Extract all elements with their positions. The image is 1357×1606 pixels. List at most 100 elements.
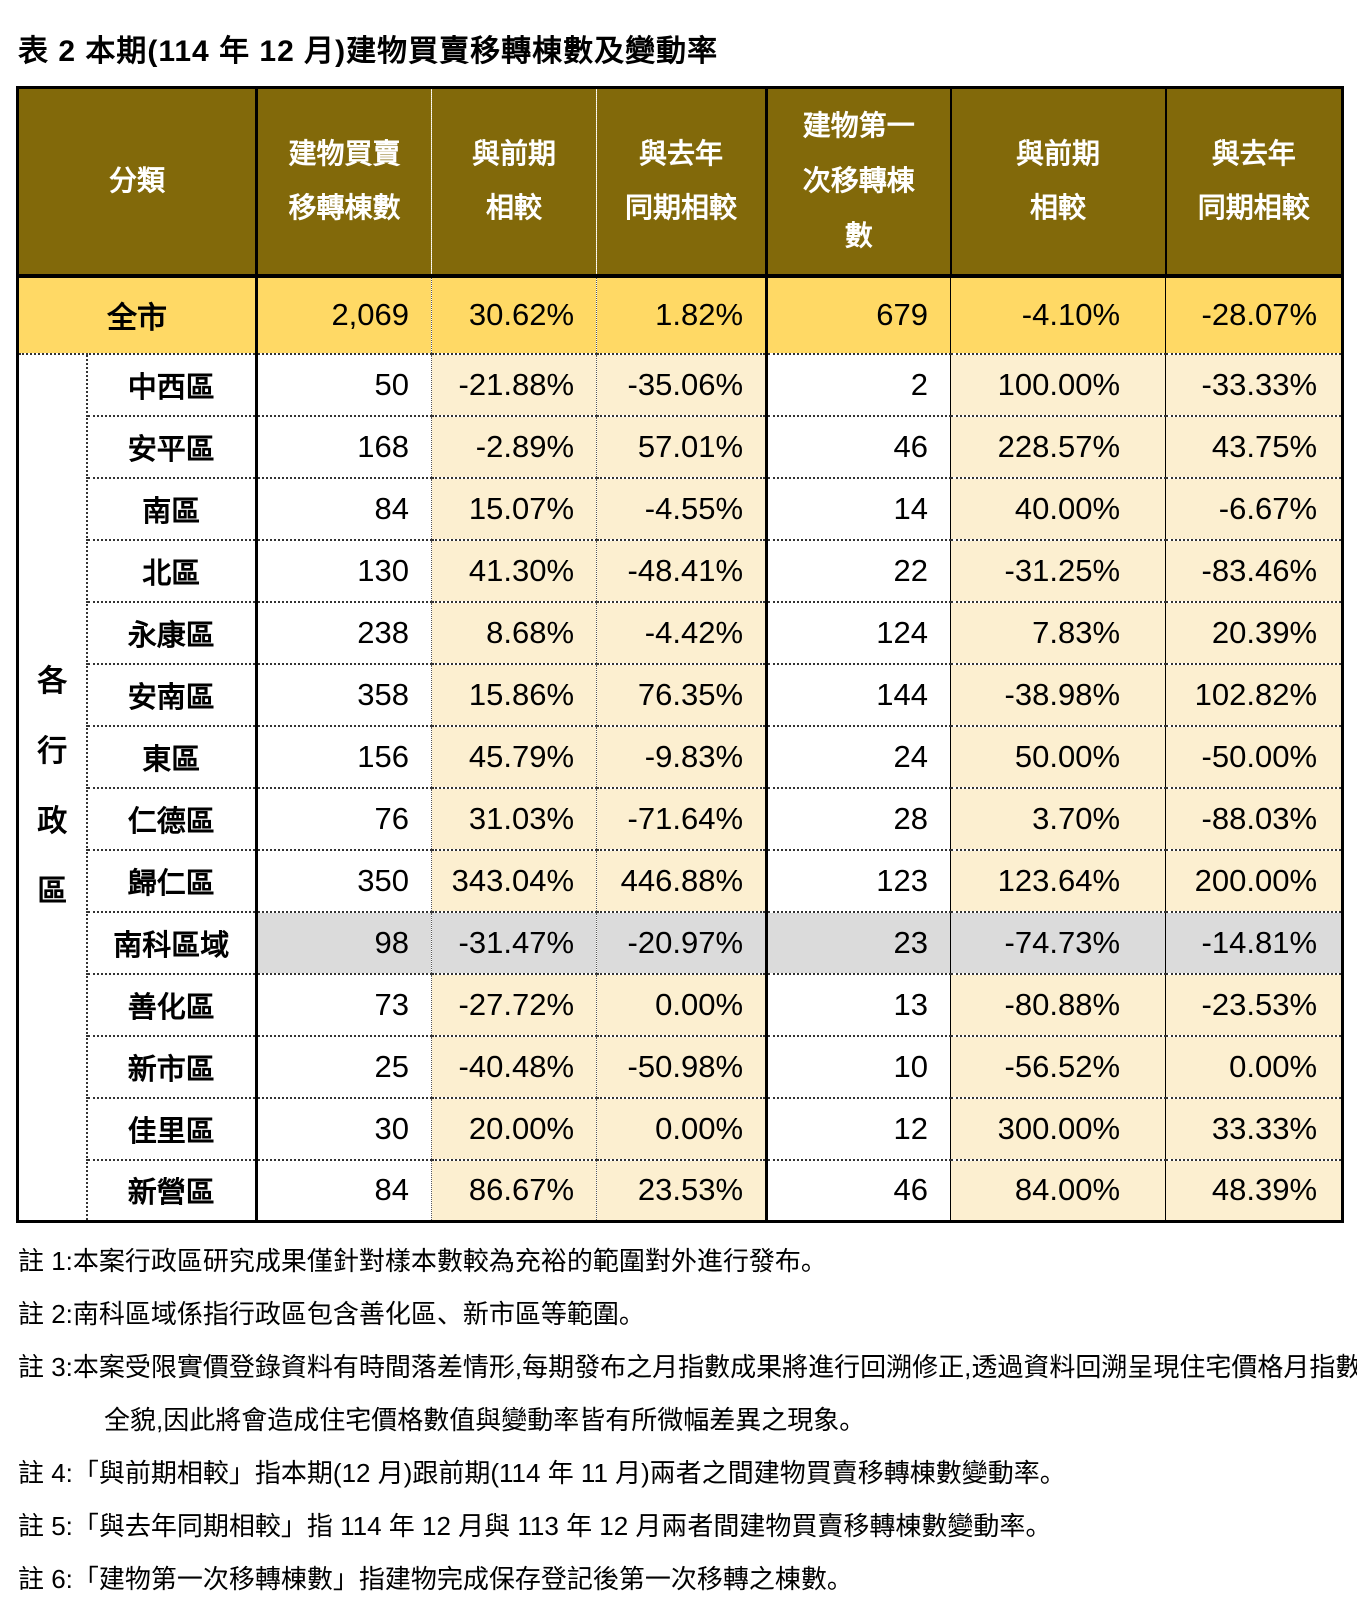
value-cell: 98 xyxy=(256,911,433,975)
district-name-cell: 新營區 xyxy=(86,1159,259,1222)
district-row: 仁德區 76 31.03% -71.64% 28 3.70% -88.03% xyxy=(18,787,1343,851)
footnote: 註 6:「建物第一次移轉棟數」指建物完成保存登記後第一次移轉之棟數。 xyxy=(18,1564,853,1594)
district-group-label: 各行政區 xyxy=(17,353,88,1223)
value-cell: 102.82% xyxy=(1165,663,1343,727)
value-cell: -83.46% xyxy=(1165,539,1343,603)
value-cell: -20.97% xyxy=(596,911,769,975)
value-cell: -88.03% xyxy=(1165,787,1343,851)
footnote: 註 1:本案行政區研究成果僅針對樣本數較為充裕的範圍對外進行發布。 xyxy=(18,1246,827,1276)
value-cell: -27.72% xyxy=(431,973,598,1037)
header-vs-previous: 與前期 相較 xyxy=(431,87,598,278)
value-cell: -31.47% xyxy=(431,911,598,975)
value-cell: 14 xyxy=(766,477,952,541)
value-cell: 41.30% xyxy=(431,539,598,603)
value-cell: 300.00% xyxy=(950,1097,1167,1161)
value-cell: 24 xyxy=(766,725,952,789)
district-name-cell: 歸仁區 xyxy=(86,849,259,913)
value-cell: 2 xyxy=(766,353,952,417)
district-row: 永康區 238 8.68% -4.42% 124 7.83% 20.39% xyxy=(18,601,1343,665)
group-label-char: 行 xyxy=(37,735,68,769)
city-value-cell: -4.10% xyxy=(950,275,1167,355)
district-row: 佳里區 30 20.00% 0.00% 12 300.00% 33.33% xyxy=(18,1097,1343,1161)
value-cell: 130 xyxy=(256,539,433,603)
value-cell: 123.64% xyxy=(950,849,1167,913)
header-first-transfer-count: 建物第一 次移轉棟 數 xyxy=(766,87,952,278)
header-category: 分類 xyxy=(17,87,259,278)
district-row: 東區 156 45.79% -9.83% 24 50.00% -50.00% xyxy=(18,725,1343,789)
value-cell: -50.00% xyxy=(1165,725,1343,789)
district-row: 新營區 84 86.67% 23.53% 46 84.00% 48.39% xyxy=(18,1159,1343,1222)
value-cell: 48.39% xyxy=(1165,1159,1343,1222)
value-cell: -6.67% xyxy=(1165,477,1343,541)
value-cell: -4.55% xyxy=(596,477,769,541)
city-value-cell: 1.82% xyxy=(596,275,769,355)
district-name-cell: 中西區 xyxy=(86,353,259,417)
value-cell: 144 xyxy=(766,663,952,727)
value-cell: 10 xyxy=(766,1035,952,1099)
value-cell: 84.00% xyxy=(950,1159,1167,1222)
value-cell: -31.25% xyxy=(950,539,1167,603)
city-value-cell: 2,069 xyxy=(256,275,433,355)
city-total-label: 全市 xyxy=(17,275,259,355)
value-cell: -38.98% xyxy=(950,663,1167,727)
header-first-vs-previous: 與前期 相較 xyxy=(950,87,1167,278)
city-value-cell: 30.62% xyxy=(431,275,598,355)
group-label-char: 區 xyxy=(37,875,68,909)
value-cell: 46 xyxy=(766,415,952,479)
group-label-char: 各 xyxy=(37,665,68,699)
value-cell: 15.86% xyxy=(431,663,598,727)
footnote: 註 2:南科區域係指行政區包含善化區、新市區等範圍。 xyxy=(18,1299,645,1329)
district-row: 北區 130 41.30% -48.41% 22 -31.25% -83.46% xyxy=(18,539,1343,603)
footnote: 註 4:「與前期相較」指本期(12 月)跟前期(114 年 11 月)兩者之間建… xyxy=(18,1458,1066,1488)
value-cell: 350 xyxy=(256,849,433,913)
city-value-cell: -28.07% xyxy=(1165,275,1343,355)
header-first-vs-last-year: 與去年 同期相較 xyxy=(1165,87,1343,278)
value-cell: 12 xyxy=(766,1097,952,1161)
city-value-cell: 679 xyxy=(766,275,952,355)
district-row: 歸仁區 350 343.04% 446.88% 123 123.64% 200.00% xyxy=(18,849,1343,913)
value-cell: -4.42% xyxy=(596,601,769,665)
value-cell: 20.39% xyxy=(1165,601,1343,665)
value-cell: -40.48% xyxy=(431,1035,598,1099)
value-cell: 3.70% xyxy=(950,787,1167,851)
value-cell: 76.35% xyxy=(596,663,769,727)
district-name-cell: 新市區 xyxy=(86,1035,259,1099)
value-cell: -23.53% xyxy=(1165,973,1343,1037)
header-row: 分類 建物買賣 移轉棟數 與前期 相較 與去年 同期相較 建物第一 次移轉棟 數… xyxy=(17,87,1343,278)
table-body: 全市 2,069 30.62% 1.82% 679 -4.10% -28.07% 各行政區中西… xyxy=(17,275,1343,1223)
district-name-cell: 東區 xyxy=(86,725,259,789)
value-cell: -71.64% xyxy=(596,787,769,851)
value-cell: 22 xyxy=(766,539,952,603)
value-cell: 358 xyxy=(256,663,433,727)
value-cell: 46 xyxy=(766,1159,952,1222)
value-cell: 228.57% xyxy=(950,415,1167,479)
value-cell: 84 xyxy=(256,1159,433,1222)
value-cell: 31.03% xyxy=(431,787,598,851)
district-name-cell: 永康區 xyxy=(86,601,259,665)
value-cell: 86.67% xyxy=(431,1159,598,1222)
district-row: 安南區 358 15.86% 76.35% 144 -38.98% 102.82% xyxy=(18,663,1343,727)
value-cell: 0.00% xyxy=(596,973,769,1037)
value-cell: 30 xyxy=(256,1097,433,1161)
district-row: 南區 84 15.07% -4.55% 14 40.00% -6.67% xyxy=(18,477,1343,541)
value-cell: 8.68% xyxy=(431,601,598,665)
value-cell: 446.88% xyxy=(596,849,769,913)
value-cell: -48.41% xyxy=(596,539,769,603)
value-cell: 0.00% xyxy=(596,1097,769,1161)
value-cell: -74.73% xyxy=(950,911,1167,975)
value-cell: 20.00% xyxy=(431,1097,598,1161)
value-cell: 168 xyxy=(256,415,433,479)
value-cell: 15.07% xyxy=(431,477,598,541)
district-name-cell: 仁德區 xyxy=(86,787,259,851)
group-label-char: 政 xyxy=(37,805,68,839)
footnote: 註 5:「與去年同期相較」指 114 年 12 月與 113 年 12 月兩者間… xyxy=(18,1511,1052,1541)
district-row: 新市區 25 -40.48% -50.98% 10 -56.52% 0.00% xyxy=(18,1035,1343,1099)
value-cell: 45.79% xyxy=(431,725,598,789)
value-cell: -80.88% xyxy=(950,973,1167,1037)
table-title: 表 2 本期(114 年 12 月)建物買賣移轉棟數及變動率 xyxy=(18,35,719,68)
value-cell: 343.04% xyxy=(431,849,598,913)
value-cell: 13 xyxy=(766,973,952,1037)
value-cell: -33.33% xyxy=(1165,353,1343,417)
district-name-cell: 善化區 xyxy=(86,973,259,1037)
district-row: 安平區 168 -2.89% 57.01% 46 228.57% 43.75% xyxy=(18,415,1343,479)
